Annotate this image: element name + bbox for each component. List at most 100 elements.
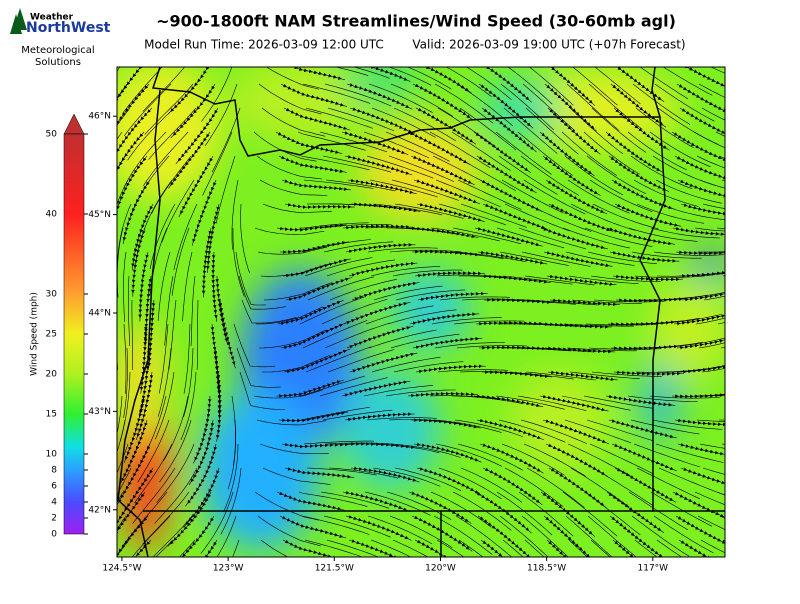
streamline [701, 107, 725, 121]
streamline [141, 395, 167, 462]
streamlines [86, 60, 800, 600]
colorbar-tick-label: 8 [51, 466, 57, 476]
streamline [227, 419, 236, 490]
streamline [476, 418, 545, 441]
streamline [367, 247, 438, 253]
streamline [608, 419, 677, 439]
streamline [702, 203, 725, 209]
streamline [139, 179, 173, 242]
streamline [278, 155, 347, 173]
streamline [346, 67, 411, 82]
streamline [415, 364, 486, 374]
streamline [724, 468, 725, 469]
streamline [740, 60, 800, 80]
streamline [434, 342, 505, 349]
colorbar-tick-label: 25 [46, 330, 57, 340]
streamline [345, 515, 412, 541]
streamline [572, 564, 626, 600]
colorbar-tick-label: 10 [46, 450, 58, 460]
streamline [117, 539, 152, 557]
streamline [718, 419, 725, 421]
streamline [416, 467, 482, 496]
streamline [348, 261, 418, 277]
streamline [544, 346, 615, 354]
logo: Weather NorthWest Meteorological Solutio… [10, 8, 111, 68]
streamline [254, 227, 325, 235]
streamline [715, 131, 725, 137]
map [86, 60, 800, 600]
streamline [742, 242, 800, 253]
streamline [260, 539, 289, 557]
logo-top: Weather [30, 13, 74, 23]
streamline [436, 539, 465, 557]
streamline [739, 492, 800, 510]
streamline [86, 444, 106, 511]
streamline [743, 84, 800, 106]
streamline [697, 251, 725, 253]
streamline [679, 107, 725, 140]
streamline [280, 83, 348, 107]
streamline [721, 443, 725, 445]
streamline [741, 411, 800, 420]
boundaries [117, 67, 725, 557]
streamline [613, 370, 684, 376]
streamline [565, 515, 613, 557]
streamline [413, 179, 480, 205]
logo-main: NorthWest [26, 20, 111, 36]
streamline [233, 323, 276, 368]
streamline [200, 491, 234, 554]
streamline [171, 227, 190, 296]
colorbar-extend [63, 113, 85, 135]
streamline [715, 394, 725, 397]
streamline [342, 224, 413, 230]
streamline [680, 467, 725, 490]
streamline [702, 467, 725, 475]
streamline [277, 299, 344, 326]
streamline [742, 516, 800, 538]
axes: 124.5°W 123°W 121.5°W 120°W 118.5°W 117°W 46°N… [88, 112, 668, 574]
streamline [566, 347, 637, 352]
streamline [680, 203, 725, 218]
streamline [720, 83, 725, 87]
streamline [568, 539, 588, 557]
streamline [678, 539, 725, 557]
streamline [408, 226, 479, 239]
streamline [480, 274, 551, 284]
streamline [385, 389, 456, 397]
streamline [278, 411, 349, 423]
streamline [298, 222, 369, 229]
streamline [173, 203, 198, 270]
streamline [462, 564, 519, 600]
streamline [682, 564, 745, 595]
streamline [349, 107, 416, 135]
streamline [155, 539, 174, 557]
streamline [344, 155, 413, 176]
streamline [562, 227, 631, 249]
streamline [117, 395, 123, 436]
streamline [458, 539, 484, 557]
streamline [232, 539, 240, 557]
colorbar-tick-label: 50 [46, 130, 58, 140]
streamline [155, 371, 175, 440]
streamline [546, 539, 597, 557]
streamline [675, 249, 725, 256]
streamline [407, 391, 478, 398]
streamline [366, 417, 437, 421]
logo-line: Meteorological [21, 45, 94, 56]
streamline [416, 202, 485, 222]
streamline [231, 179, 239, 250]
streamline [370, 539, 412, 557]
streamline [695, 317, 725, 325]
streamline [183, 347, 194, 418]
streamline [302, 320, 368, 349]
streamline [159, 419, 192, 483]
streamline [500, 83, 554, 131]
streamline [656, 539, 683, 557]
streamline [392, 269, 463, 277]
valid-time: Valid: 2026-03-09 19:00 UTC (+07h Foreca… [412, 38, 685, 52]
streamline [202, 131, 233, 196]
streamline [693, 131, 725, 149]
streamline [539, 394, 609, 412]
colorbar-tick-label: 2 [51, 514, 57, 524]
